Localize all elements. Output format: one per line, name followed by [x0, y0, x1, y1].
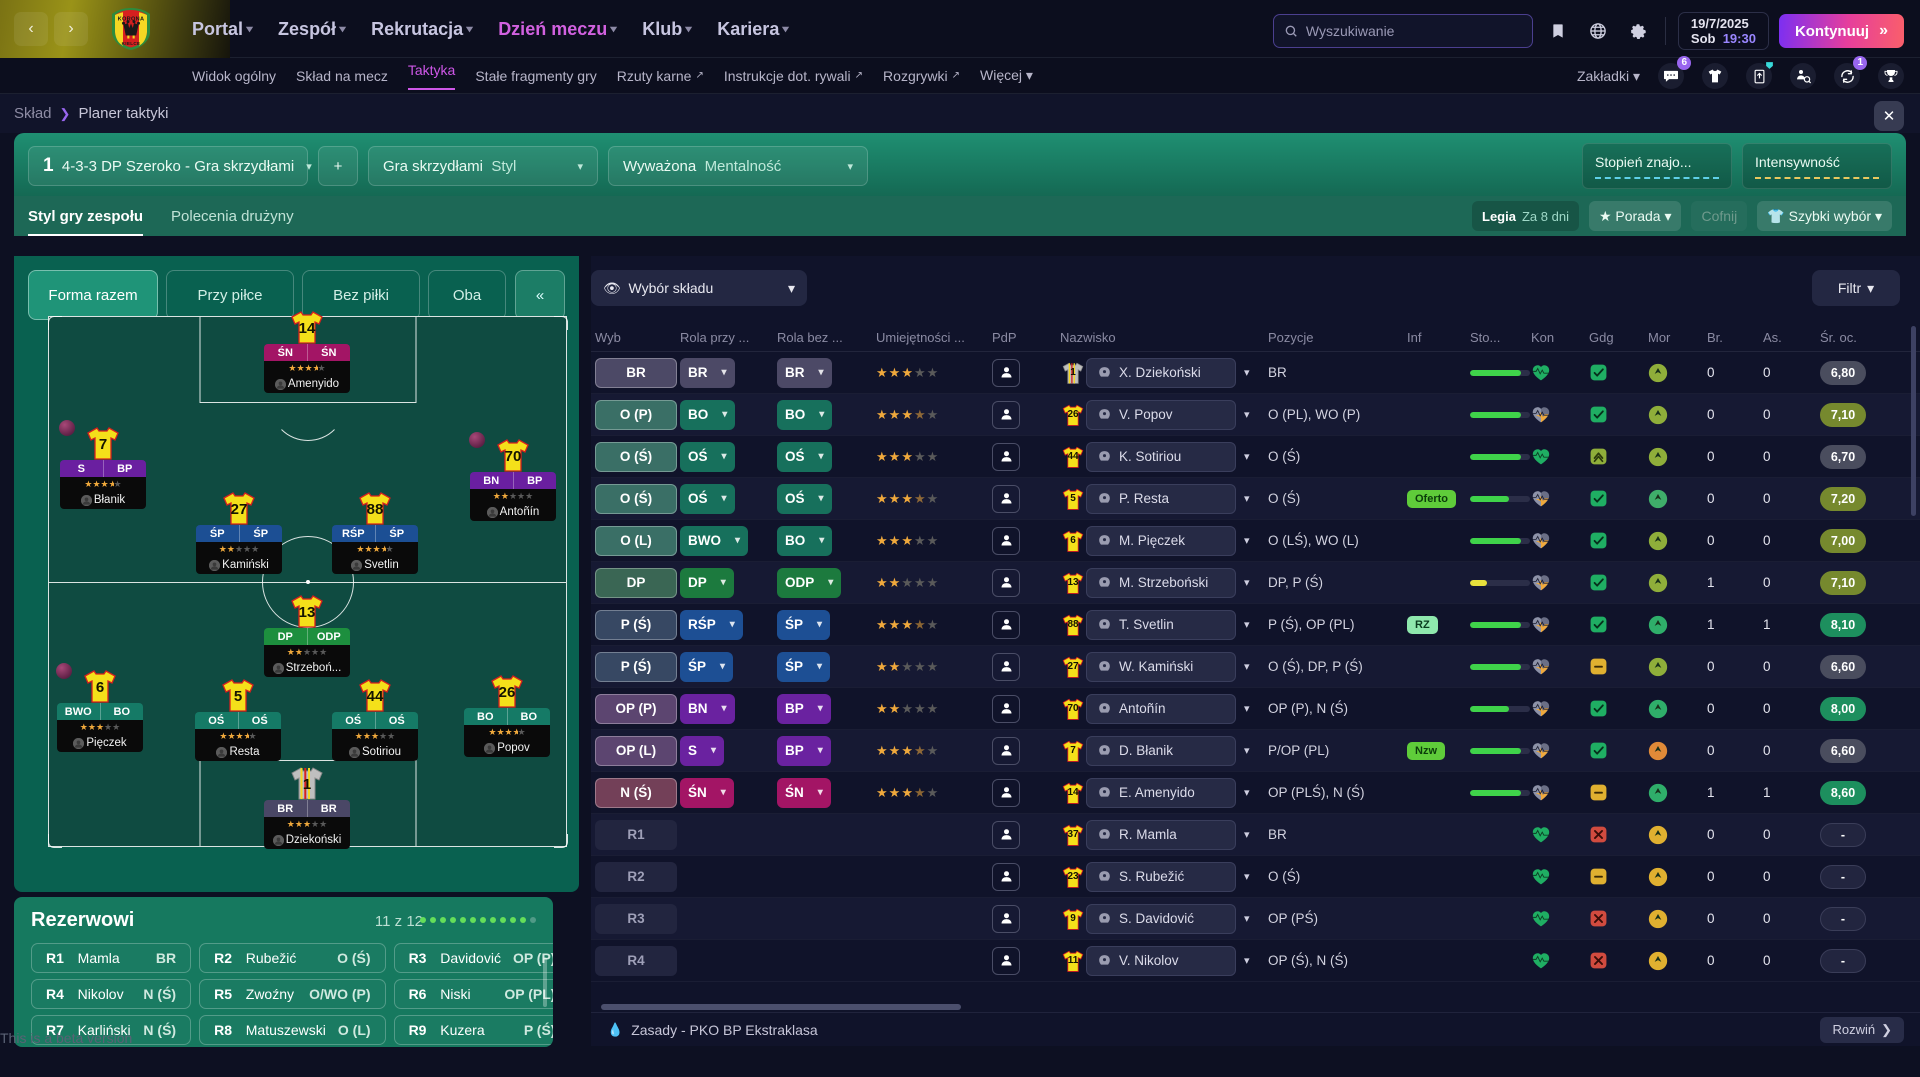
svg-text:KORONA: KORONA [118, 17, 145, 23]
svg-text:KIELCE: KIELCE [122, 41, 141, 46]
